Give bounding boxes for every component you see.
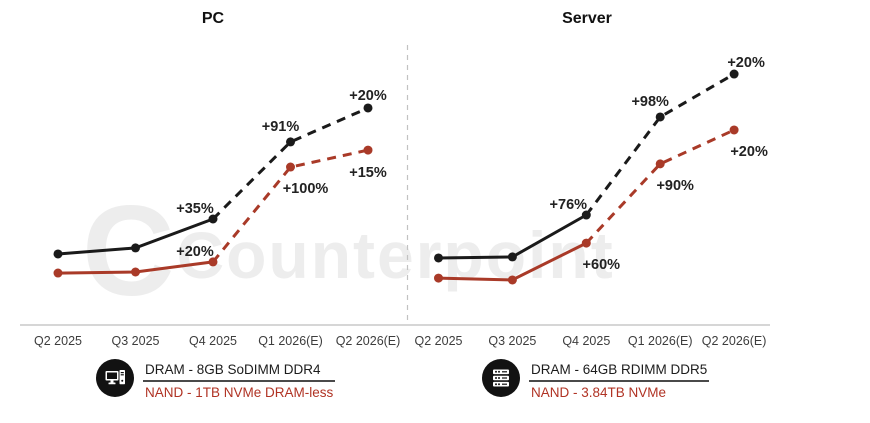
point-label: +60%	[583, 257, 621, 273]
data-point	[655, 159, 665, 169]
x-axis-label: Q1 2026(E)	[628, 334, 693, 348]
point-label: +20%	[349, 88, 387, 104]
x-axis-label: Q4 2025	[189, 334, 237, 348]
x-axis-label: Q2 2025	[34, 334, 82, 348]
legend-server: DRAM - 64GB RDIMM DDR5 NAND - 3.84TB NVM…	[482, 359, 710, 400]
data-point	[131, 267, 140, 277]
data-point	[208, 214, 218, 224]
point-label: +20%	[727, 55, 765, 71]
series-line-solid	[438, 213, 588, 260]
data-point	[655, 112, 665, 122]
data-point	[507, 275, 517, 285]
legend-dram-server-label: DRAM - 64GB RDIMM DDR5	[529, 362, 710, 382]
point-label: +20%	[730, 144, 768, 160]
data-point	[208, 257, 218, 267]
data-point	[729, 125, 739, 135]
point-label: +98%	[631, 94, 669, 110]
x-axis-label: Q2 2026(E)	[336, 334, 401, 348]
x-axis-label: Q1 2026(E)	[258, 334, 323, 348]
panel-title-pc: PC	[201, 10, 225, 27]
point-label: +100%	[283, 181, 329, 197]
server-rack-icon	[482, 359, 520, 397]
x-axis-label: Q2 2025	[415, 334, 463, 348]
legend-text-server: DRAM - 64GB RDIMM DDR5 NAND - 3.84TB NVM…	[529, 359, 710, 400]
legend-nand-server-label: NAND - 3.84TB NVMe	[531, 385, 667, 400]
series-line-solid	[438, 241, 587, 282]
x-axis-label: Q3 2025	[488, 334, 536, 348]
point-label: +20%	[176, 244, 214, 260]
point-label: +35%	[176, 201, 214, 217]
x-axis-label: Q3 2025	[112, 334, 160, 348]
legend-nand-pc-label: NAND - 1TB NVMe DRAM-less	[145, 385, 334, 400]
data-point	[131, 243, 140, 253]
point-label: +15%	[349, 165, 387, 181]
data-point	[363, 145, 373, 155]
x-axis-label: Q4 2025	[562, 334, 610, 348]
data-point	[581, 238, 591, 248]
point-label: +90%	[656, 178, 694, 194]
data-point	[434, 253, 443, 263]
data-point	[53, 249, 63, 259]
series-line-dashed	[211, 106, 369, 221]
data-point	[363, 103, 373, 113]
series-line-dashed	[585, 72, 735, 216]
data-point	[581, 210, 591, 220]
x-axis-label: Q2 2026(E)	[702, 334, 767, 348]
legend-text-pc: DRAM - 8GB SoDIMM DDR4 NAND - 1TB NVMe D…	[143, 359, 336, 400]
point-label: +91%	[262, 119, 300, 135]
desktop-pc-icon	[96, 359, 134, 397]
legend-dram-pc-label: DRAM - 8GB SoDIMM DDR4	[143, 362, 336, 382]
legend-pc: DRAM - 8GB SoDIMM DDR4 NAND - 1TB NVMe D…	[96, 359, 336, 400]
data-point	[286, 162, 295, 172]
data-point	[507, 252, 517, 262]
data-point	[53, 268, 63, 278]
series-line-dashed	[585, 128, 735, 245]
panel-title-server: Server	[562, 10, 612, 27]
point-label: +76%	[550, 197, 588, 213]
data-point	[729, 69, 739, 79]
data-point	[434, 273, 443, 283]
data-point	[286, 137, 295, 147]
series-line-dashed	[211, 148, 369, 263]
